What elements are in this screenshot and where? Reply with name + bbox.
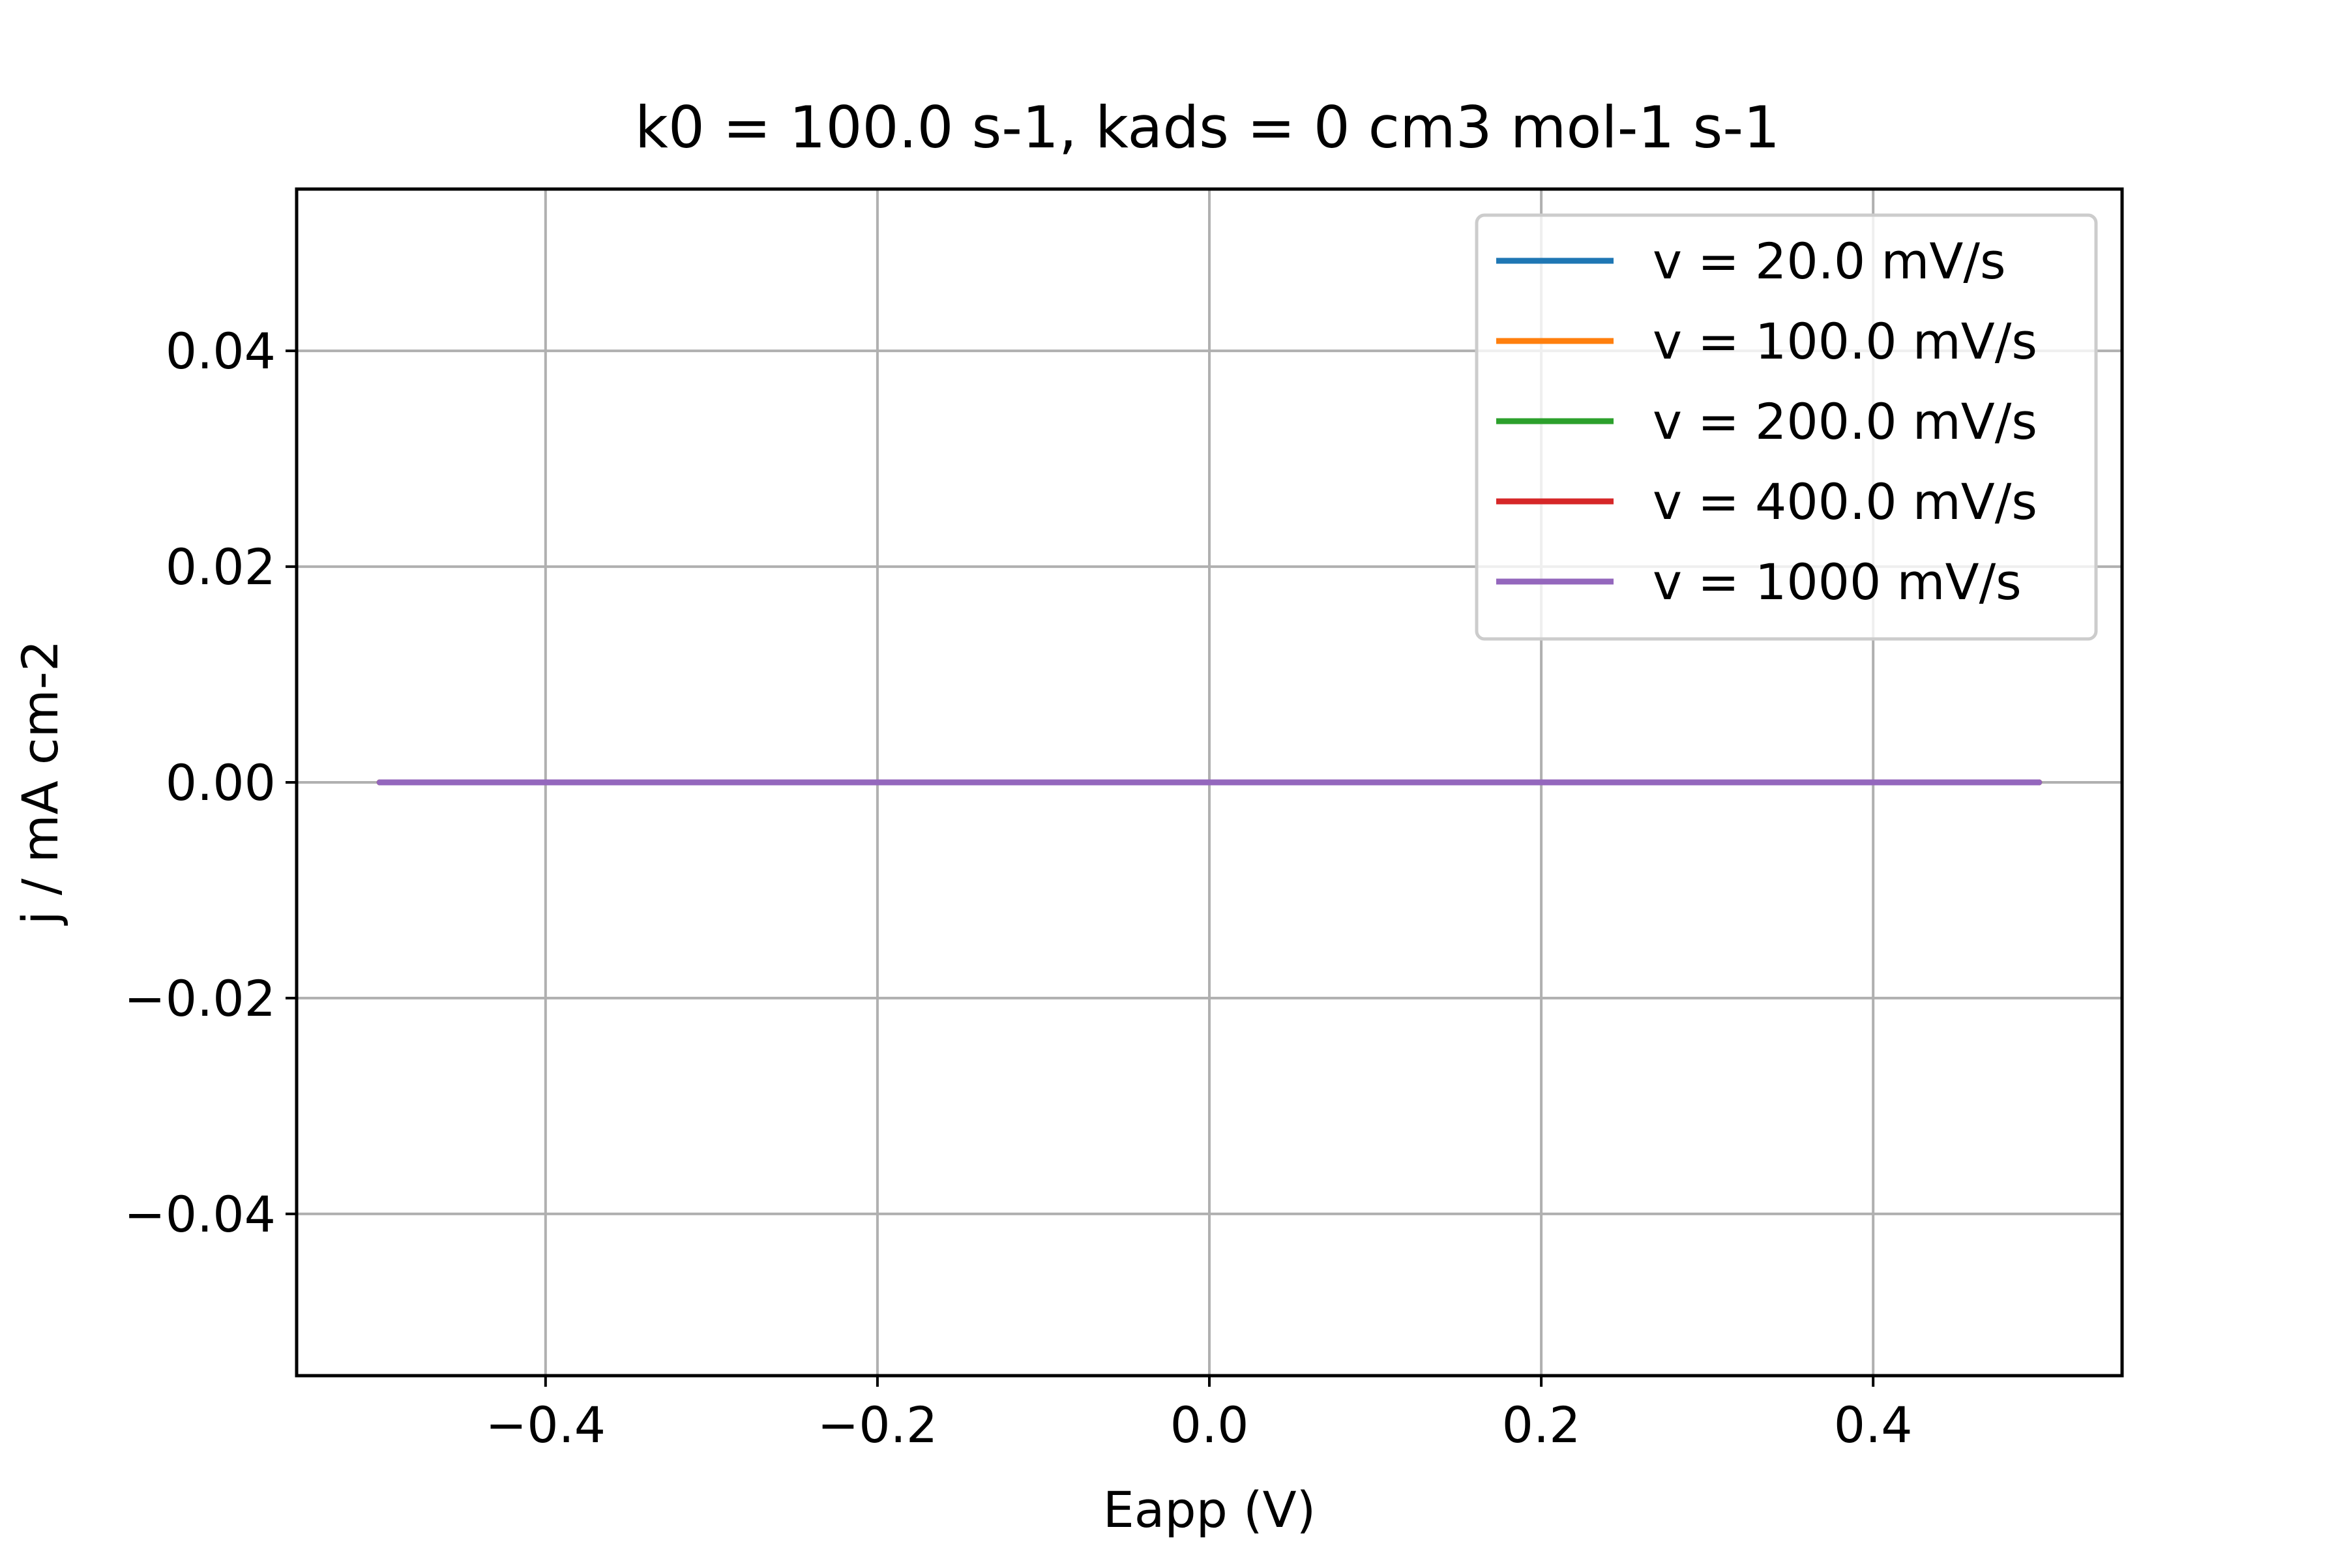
y-tick-label: −0.04 [124,1185,276,1243]
x-tick-label: −0.4 [486,1396,606,1454]
legend: v = 20.0 mV/s v = 100.0 mV/s v = 200.0 mV/… [1475,213,2098,641]
x-tick-label: 0.0 [1170,1396,1249,1454]
legend-label: v = 20.0 mV/s [1653,232,2006,290]
legend-label: v = 200.0 mV/s [1653,392,2037,451]
chart-title: k0 = 100.0 s-1, kads = 0 cm3 mol-1 s-1 [635,94,1780,161]
x-tick-label: 0.4 [1834,1396,1913,1454]
legend-label: v = 1000 mV/s [1653,553,2022,611]
y-tick-label: 0.04 [166,322,276,380]
legend-box [1475,213,2098,641]
y-tick-label: −0.02 [124,969,276,1028]
x-tick-label: 0.2 [1502,1396,1581,1454]
x-tick-label: −0.2 [818,1396,938,1454]
legend-label: v = 400.0 mV/s [1653,473,2037,531]
x-axis-label: Eapp (V) [1103,1481,1316,1539]
y-tick-label: 0.00 [166,754,276,812]
y-axis-label: j / mA cm-2 [11,640,69,926]
y-tick-label: 0.02 [166,538,276,596]
legend-label: v = 100.0 mV/s [1653,312,2037,370]
axis-ticks: −0.4 −0.2 0.0 0.2 0.4 0.04 0.02 0.00 −0.02 −0.04 [124,322,1913,1454]
